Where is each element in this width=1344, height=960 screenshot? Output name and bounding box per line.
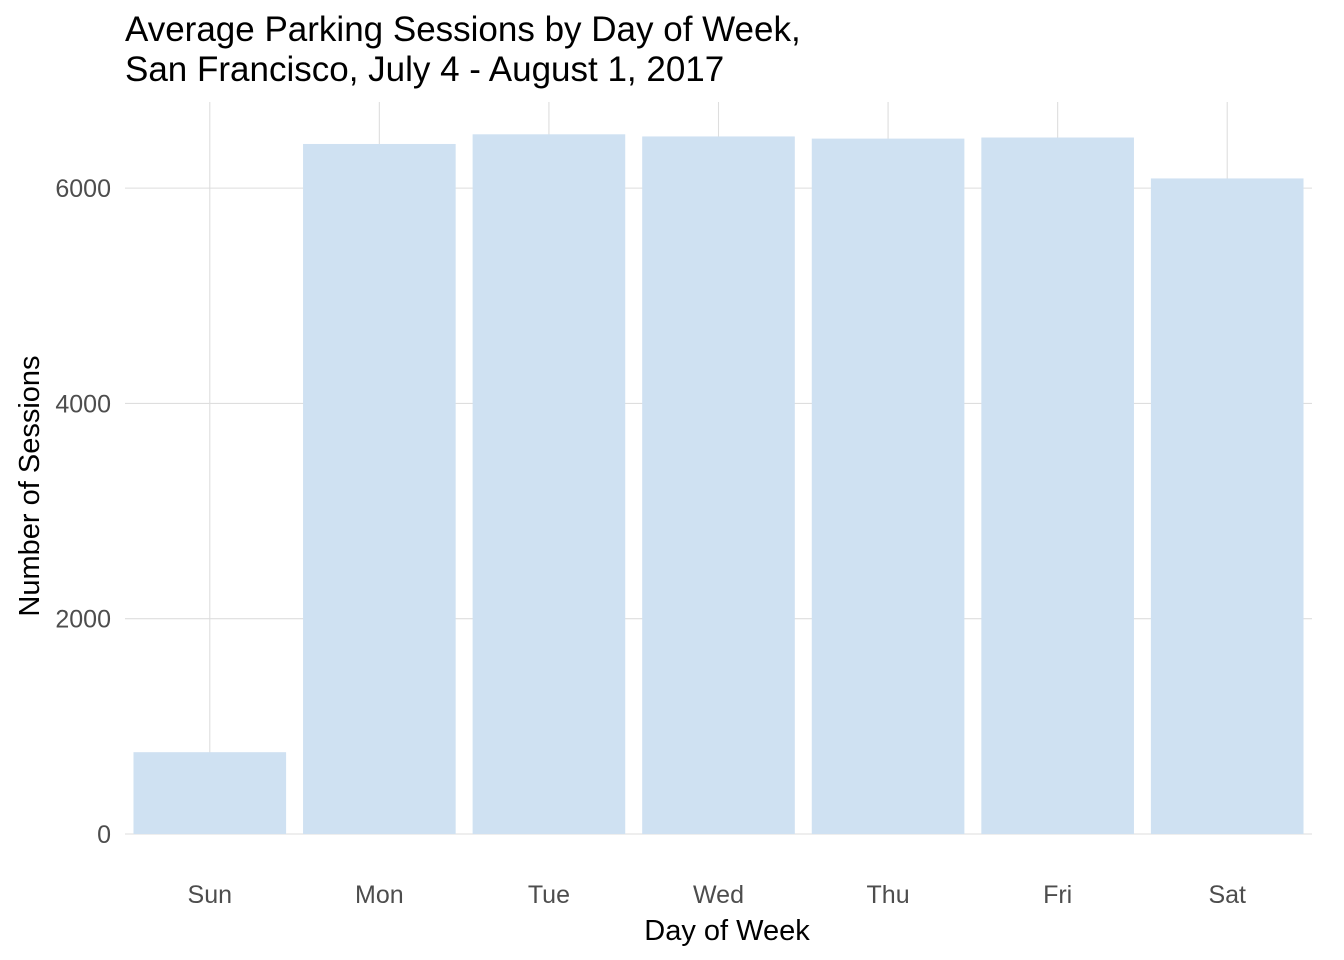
y-tick-label: 4000: [55, 390, 111, 418]
x-tick-label: Thu: [867, 881, 910, 909]
chart-title: Average Parking Sessions by Day of Week,…: [125, 10, 801, 90]
x-tick-label: Fri: [1043, 881, 1072, 909]
x-tick-label: Mon: [355, 881, 404, 909]
y-axis-title: Number of Sessions: [14, 355, 46, 616]
y-tick-label: 6000: [55, 175, 111, 203]
chart-title-line-1: Average Parking Sessions by Day of Week,: [125, 10, 801, 49]
x-tick-label: Sat: [1208, 881, 1246, 909]
chart-title-line-2: San Francisco, July 4 - August 1, 2017: [125, 50, 725, 89]
y-tick-label: 0: [97, 821, 111, 849]
x-tick-label: Sun: [188, 881, 232, 909]
bar-tue: [472, 134, 626, 834]
x-tick-label: Wed: [693, 881, 744, 909]
x-axis-tick-labels: Sun Mon Tue Wed Thu Fri Sat: [188, 881, 1246, 909]
x-axis-title: Day of Week: [644, 915, 810, 947]
bar-wed: [642, 136, 795, 835]
bar-thu: [811, 138, 965, 835]
bar-sat: [1150, 178, 1304, 834]
y-tick-label: 2000: [55, 606, 111, 634]
y-axis-tick-labels: 0 2000 4000 6000: [55, 175, 111, 849]
bar-sun: [133, 752, 287, 834]
bar-mon: [303, 143, 456, 834]
bar-fri: [981, 137, 1134, 834]
bars: [133, 134, 1304, 835]
x-tick-label: Tue: [528, 881, 570, 909]
